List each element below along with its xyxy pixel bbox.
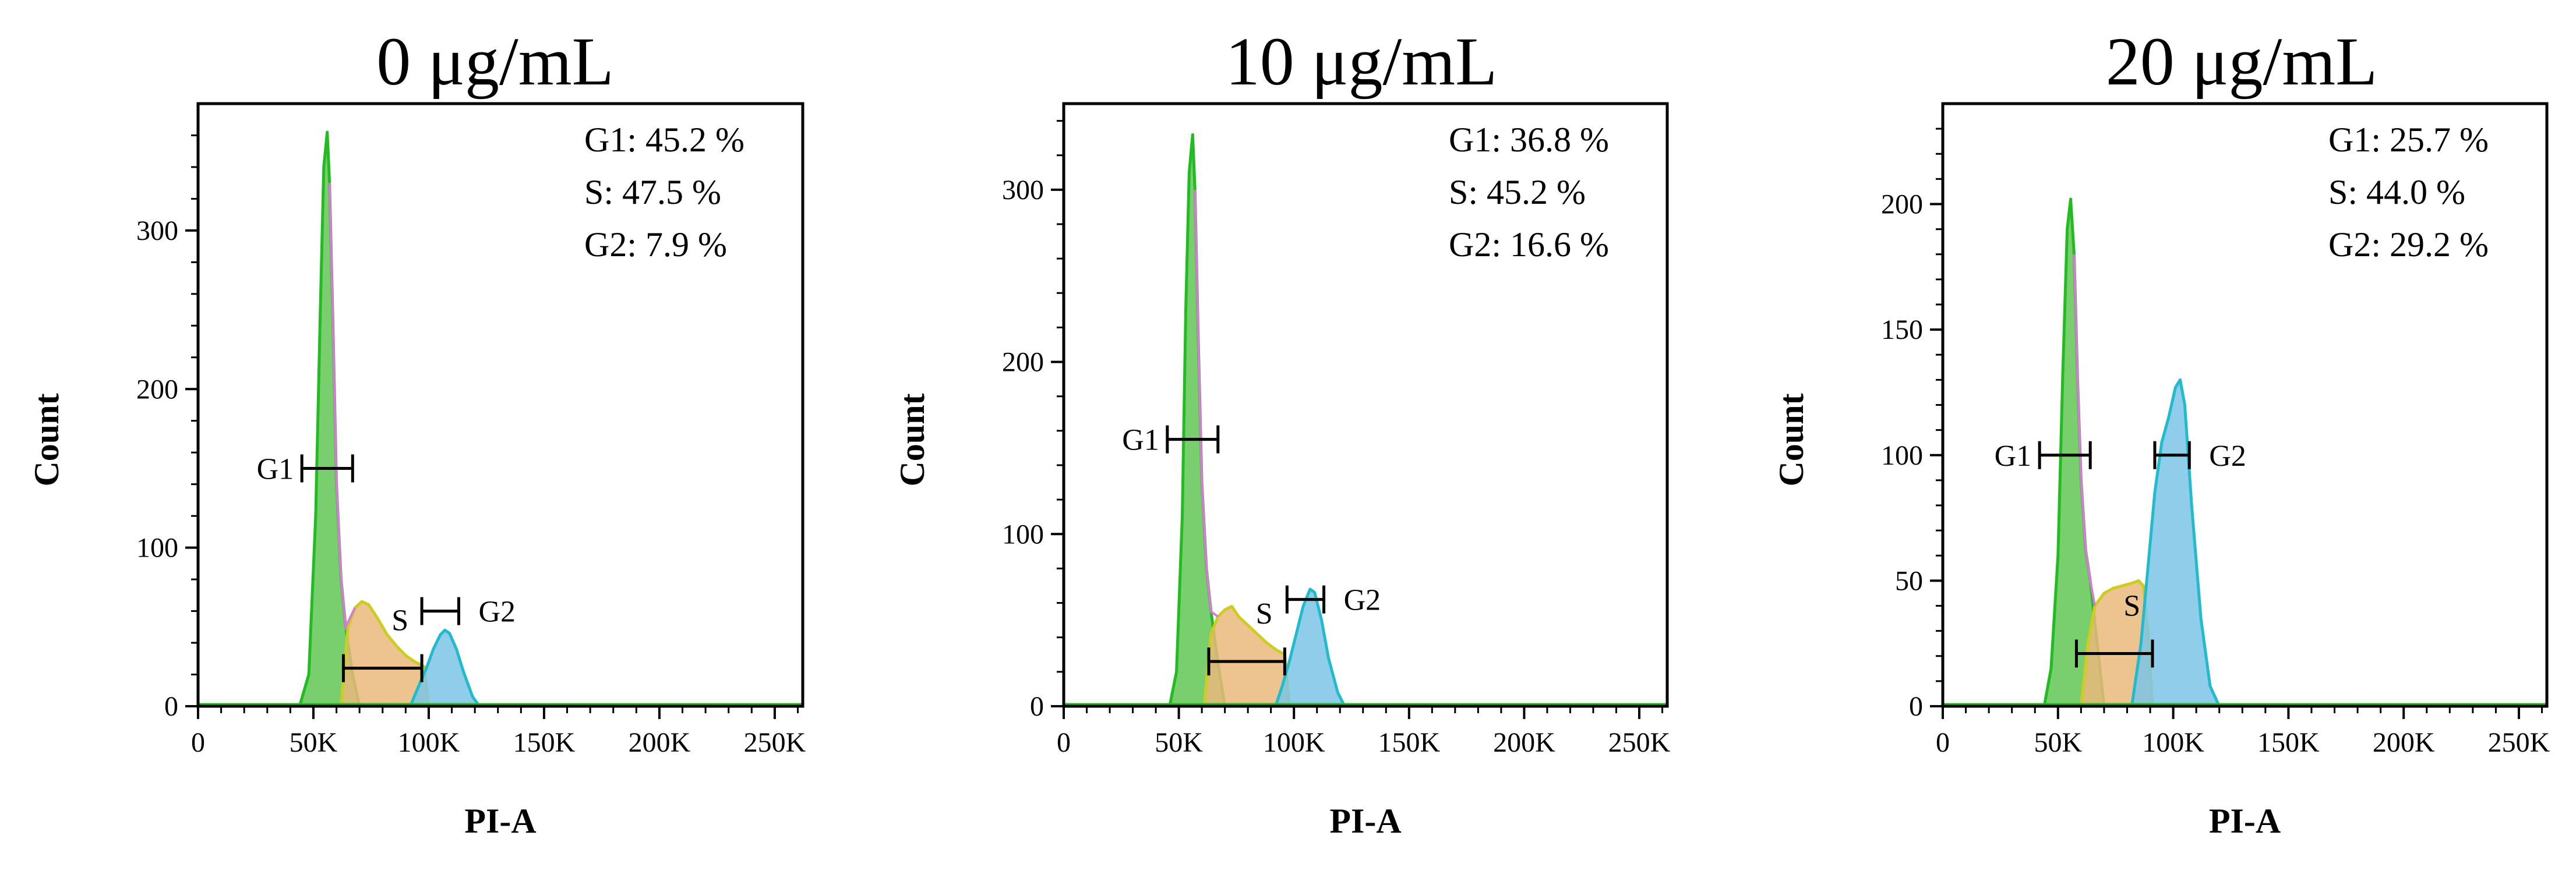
histogram-panel-0: 0 μg/mL 0 50K 100K 150K 200K 250K 0 100 200 300 PI-…	[27, 23, 806, 840]
x-tick-label: 50K	[1155, 727, 1203, 758]
stat-g2: G2: 16.6 %	[1449, 225, 1609, 264]
y-axis-title: Count	[1772, 393, 1811, 486]
x-tick-label: 150K	[513, 727, 576, 758]
x-axis-title: PI-A	[2209, 802, 2281, 840]
x-tick-label: 0	[1057, 727, 1071, 758]
gate-label: G1	[1995, 440, 2032, 473]
x-tick-label: 100K	[398, 727, 460, 758]
x-tick-label: 0	[1936, 727, 1950, 758]
gate-g1: G1	[257, 452, 354, 486]
histogram-area-g2	[1274, 587, 1346, 708]
histogram-area-s	[1202, 605, 1291, 708]
x-axis-title: PI-A	[1329, 802, 1401, 840]
x-tick-label: 100K	[1263, 727, 1325, 758]
histogram-panel-2: 20 μg/mL 0 50K 100K 150K 200K 250K 0 50 100 150 200…	[1772, 23, 2550, 840]
y-tick-label: 200	[1881, 189, 1923, 220]
gate-label: G2	[1344, 584, 1381, 617]
y-tick-label: 0	[164, 691, 178, 722]
y-tick-label: 100	[1881, 440, 1923, 471]
gate-label: S	[2123, 589, 2140, 622]
gate-label: S	[391, 604, 408, 638]
x-tick-label: 250K	[2488, 727, 2550, 758]
x-tick-label: 50K	[2034, 727, 2082, 758]
stat-g1: G1: 36.8 %	[1449, 121, 1609, 159]
y-axis-title: Count	[893, 393, 931, 486]
x-tick-label: 100K	[2142, 727, 2204, 758]
plot-frame	[1062, 102, 1669, 708]
stat-s: S: 47.5 %	[584, 173, 721, 211]
overlap-envelope-line	[2073, 254, 2097, 606]
y-tick-label: 100	[136, 533, 178, 564]
stat-g1: G1: 25.7 %	[2328, 121, 2489, 159]
histogram-area-g2	[408, 628, 481, 708]
gate-g1: G1	[1995, 440, 2092, 473]
panel-title: 20 μg/mL	[2106, 23, 2377, 100]
gate-s: S	[341, 604, 424, 682]
x-tick-label: 50K	[290, 727, 338, 758]
gate-g2: G2	[2153, 440, 2246, 473]
panel-title: 10 μg/mL	[1226, 23, 1497, 100]
y-tick-label: 300	[1002, 175, 1044, 206]
x-tick-label: 0	[191, 727, 205, 758]
gate-label: S	[1256, 597, 1273, 631]
stat-s: S: 45.2 %	[1449, 173, 1586, 211]
x-tick-label: 150K	[2257, 727, 2320, 758]
stat-g1: G1: 45.2 %	[584, 121, 744, 159]
y-tick-label: 200	[1002, 347, 1044, 378]
y-tick-label: 100	[1002, 519, 1044, 550]
gate-g2: G2	[1285, 584, 1381, 617]
histogram-area-g2	[2130, 378, 2221, 708]
gate-s: S	[2074, 589, 2154, 668]
x-tick-label: 200K	[629, 727, 691, 758]
gate-label: G1	[1122, 424, 1159, 457]
y-tick-label: 300	[136, 215, 178, 246]
x-tick-label: 200K	[1493, 727, 1555, 758]
overlap-envelope-line	[1194, 189, 1219, 618]
plot-frame	[196, 102, 804, 708]
histogram-panel-1: 10 μg/mL 0 50K 100K 150K 200K 250K 0 100 200 300 PI…	[893, 23, 1671, 840]
x-tick-label: 250K	[1608, 727, 1671, 758]
stat-g2: G2: 29.2 %	[2328, 225, 2489, 264]
y-axis-title: Count	[27, 393, 66, 486]
stat-s: S: 44.0 %	[2328, 173, 2465, 211]
stat-g2: G2: 7.9 %	[584, 225, 727, 264]
x-axis-title: PI-A	[464, 802, 536, 840]
gate-g2: G2	[420, 596, 516, 629]
gate-label: G2	[2209, 440, 2246, 473]
gate-label: G1	[257, 452, 294, 486]
x-tick-label: 250K	[744, 727, 806, 758]
y-tick-label: 150	[1881, 314, 1923, 345]
y-tick-label: 0	[1909, 691, 1923, 722]
y-tick-label: 0	[1030, 691, 1044, 722]
x-tick-label: 150K	[1378, 727, 1440, 758]
overlap-envelope-line	[328, 183, 357, 632]
y-tick-label: 50	[1895, 565, 1923, 596]
gate-s: S	[1207, 597, 1286, 676]
gate-label: G2	[478, 596, 516, 629]
panel-title: 0 μg/mL	[376, 23, 613, 100]
x-tick-label: 200K	[2373, 727, 2435, 758]
y-tick-label: 200	[136, 374, 178, 405]
gate-g1: G1	[1122, 424, 1220, 457]
